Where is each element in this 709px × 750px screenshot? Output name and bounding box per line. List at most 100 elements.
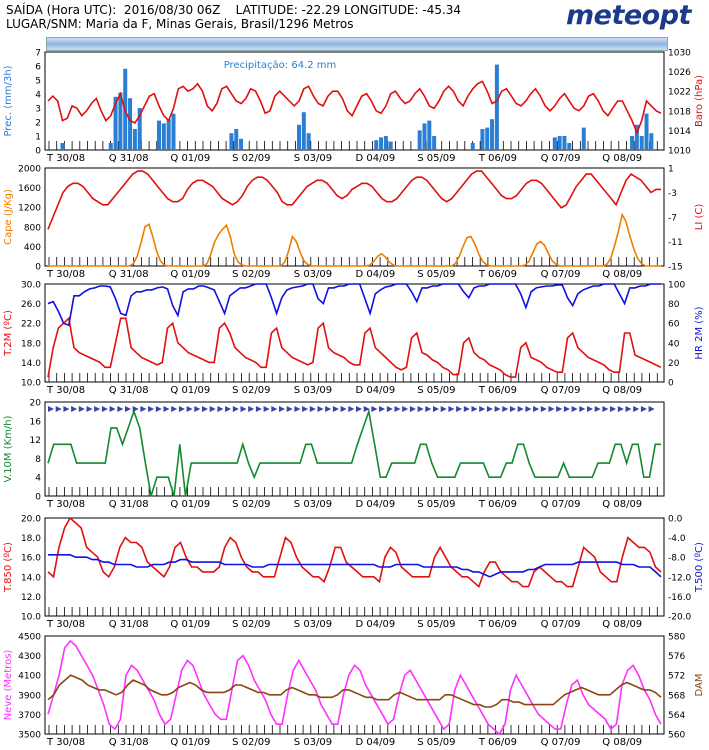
left-tick-label: 4 (35, 91, 41, 101)
left-axis-label: Prec. (mm/3h) (3, 65, 14, 136)
right-tick-label: 568 (668, 691, 685, 701)
wind-direction-arrow (178, 406, 185, 412)
right-tick-label: 80 (668, 300, 680, 310)
left-tick-label: 0 (35, 147, 41, 157)
right-tick-label: -16.0 (668, 593, 692, 603)
left-tick-label: 12.0 (21, 593, 41, 603)
day-label: T 06/09 (478, 153, 517, 164)
precip-bar (379, 137, 384, 150)
day-label: Q 07/09 (541, 269, 581, 280)
wind-direction-arrow (117, 406, 124, 412)
series-line-hr-2m (47, 283, 661, 327)
meteopt-logo: meteopt (566, 0, 691, 31)
day-label: Q 08/09 (602, 385, 642, 396)
wind-direction-arrow (594, 406, 601, 412)
right-tick-label: 1022 (668, 88, 691, 98)
day-label: T 06/09 (478, 269, 517, 280)
wind-direction-arrow (240, 406, 247, 412)
day-label: Q 31/08 (109, 499, 149, 510)
wind-direction-arrow (163, 406, 170, 412)
wind-direction-arrow (94, 406, 101, 412)
left-axis-label: Neve (Metros) (3, 650, 14, 721)
left-tick-label: 3700 (18, 711, 41, 721)
precip-bar (644, 113, 649, 150)
wind-direction-arrow (510, 406, 516, 412)
wind-direction-arrow (294, 406, 301, 412)
left-tick-label: 4100 (18, 672, 41, 682)
wind-direction-arrow (325, 406, 332, 412)
left-tick-label: 30.0 (21, 281, 41, 291)
precip-bar (649, 133, 654, 150)
left-tick-label: 3900 (18, 691, 41, 701)
precip-bar (296, 124, 301, 150)
precip-bar (166, 119, 171, 150)
day-label: S 05/09 (417, 269, 455, 280)
day-label: Q 01/09 (170, 499, 210, 510)
precip-bar (118, 92, 123, 150)
day-label: Q 08/09 (602, 737, 642, 748)
left-tick-label: 20 (30, 399, 42, 409)
right-tick-label: -8.0 (668, 554, 686, 564)
precip-bar (552, 137, 557, 150)
left-tick-label: 1 (35, 133, 41, 143)
left-tick-label: 1200 (18, 204, 41, 214)
day-label: T 30/08 (46, 153, 85, 164)
wind-direction-arrow (202, 406, 208, 412)
wind-direction-arrow (602, 406, 609, 412)
wind-direction-arrow (548, 406, 555, 412)
wind-direction-arrow (633, 406, 640, 412)
wind-direction-arrow (271, 406, 278, 412)
day-label: S 03/09 (294, 737, 332, 748)
day-label: T 30/08 (46, 499, 85, 510)
day-label: T 30/08 (46, 737, 85, 748)
wind-direction-arrow (356, 406, 362, 412)
wind-direction-arrow (533, 406, 540, 412)
day-label: T 30/08 (46, 269, 85, 280)
panel-frame-3 (44, 401, 665, 497)
day-label: Q 01/09 (170, 269, 210, 280)
series-line-t-850 (47, 516, 662, 588)
left-tick-label: 20.0 (21, 515, 41, 525)
precip-bar (388, 141, 393, 150)
left-tick-label: 14.0 (21, 573, 41, 583)
precip-bar (634, 124, 639, 150)
right-axis-label: HR 2M (%) (694, 306, 705, 359)
panel-frame-1 (44, 167, 665, 267)
day-label: Q 31/08 (109, 385, 149, 396)
wind-direction-arrow (540, 406, 547, 412)
left-tick-label: 0 (35, 493, 41, 503)
wind-direction-arrow (363, 406, 370, 412)
day-label: S 05/09 (417, 619, 455, 630)
day-label: T 30/08 (46, 619, 85, 630)
left-tick-label: 800 (24, 223, 41, 233)
day-label: S 03/09 (294, 385, 332, 396)
right-tick-label: 564 (668, 711, 685, 721)
day-label: D 04/09 (356, 499, 396, 510)
day-label: S 02/09 (232, 619, 270, 630)
precip-bar (60, 143, 65, 150)
wind-direction-arrow (517, 406, 524, 412)
wind-direction-arrow (448, 406, 455, 412)
day-label: S 02/09 (232, 737, 270, 748)
precip-bar (128, 98, 133, 150)
left-axis-label: Cape (J/Kg) (3, 189, 14, 245)
left-tick-label: 6 (35, 63, 41, 73)
left-tick-label: 22.0 (21, 320, 41, 330)
wind-direction-arrow (525, 406, 532, 412)
day-label: S 02/09 (232, 153, 270, 164)
right-tick-label: 572 (668, 672, 685, 682)
wind-direction-arrow (371, 406, 378, 412)
wind-direction-arrow (402, 406, 409, 412)
right-tick-label: 60 (668, 320, 680, 330)
right-tick-label: -3 (668, 189, 677, 199)
left-tick-label: 18.0 (21, 534, 41, 544)
precip-bar (234, 129, 239, 150)
day-label: Q 01/09 (170, 153, 210, 164)
right-tick-label: -4.0 (668, 534, 686, 544)
day-label: Q 31/08 (109, 153, 149, 164)
day-label: T 06/09 (478, 385, 517, 396)
left-tick-label: 1600 (18, 184, 41, 194)
wind-direction-arrow (148, 406, 155, 412)
day-label: D 04/09 (356, 619, 396, 630)
wind-direction-arrow (125, 406, 131, 412)
